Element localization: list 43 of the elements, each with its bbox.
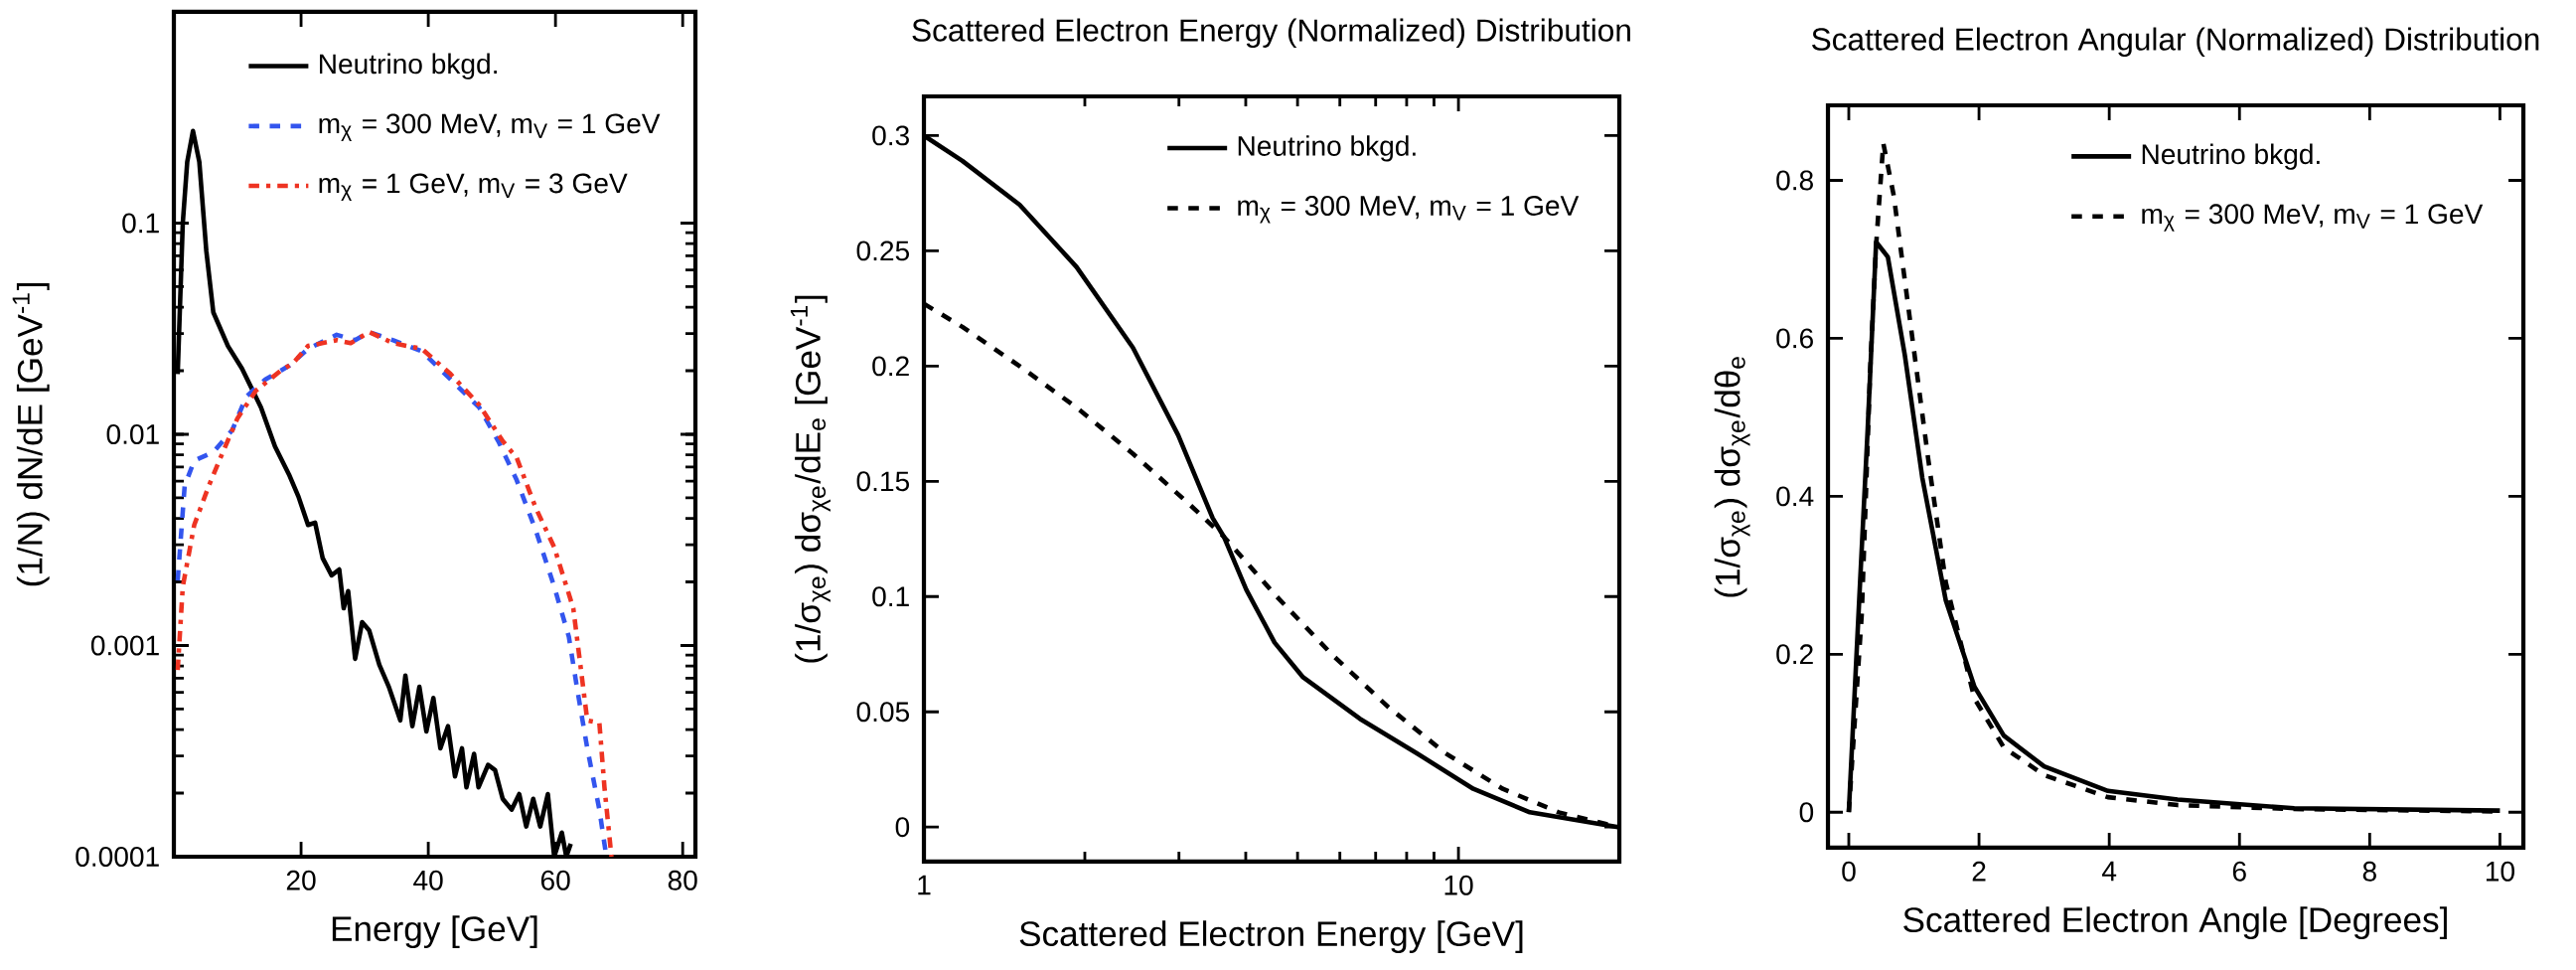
- y-tick-label: 0.1: [122, 213, 159, 234]
- y-tick-label: 0.4: [1776, 486, 1814, 507]
- legend-label: m$_{χ}$ = 1 GeV, m$_{V}$ = 3 GeV: [319, 173, 628, 201]
- x-tick-label: 20: [286, 870, 316, 890]
- y-tick-label: 0.2: [872, 356, 909, 377]
- x-axis-title: Scattered Electron Energy [GeV]: [1019, 920, 1523, 953]
- chart-title: Scattered Electron Angular (Normalized) Distribution: [1812, 27, 2539, 58]
- legend-label: Neutrino bkgd.: [1238, 135, 1416, 162]
- x-axis-title: Scattered Electron Angle [Degrees]: [1903, 906, 2447, 939]
- y-tick-label: 0: [1799, 802, 1814, 823]
- y-axis-title: (1/N) dN/dE [GeV$^{-1}$]: [12, 283, 50, 586]
- x-tick-label: 80: [668, 870, 697, 890]
- x-tick-label: 0: [1842, 861, 1856, 882]
- x-tick-label: 40: [413, 870, 443, 890]
- x-tick-label: 6: [2232, 861, 2246, 882]
- x-tick-label: 10: [2486, 861, 2514, 882]
- y-tick-label: 0.2: [1776, 644, 1813, 665]
- legend-label: Neutrino bkgd.: [2142, 143, 2320, 170]
- legend-label: m$_{χ}$ = 300 MeV, m$_{V}$ = 1 GeV: [319, 113, 661, 141]
- y-tick-label: 0.6: [1776, 328, 1813, 349]
- x-tick-label: 8: [2362, 861, 2376, 882]
- x-axis-title: Energy [GeV]: [332, 915, 537, 949]
- x-tick-label: 60: [540, 870, 570, 890]
- y-tick-label: 0: [895, 817, 910, 838]
- x-tick-label: 10: [1444, 875, 1473, 895]
- y-tick-label: 0.01: [106, 424, 159, 444]
- legend-label: Neutrino bkgd.: [320, 53, 497, 80]
- y-tick-label: 0.8: [1776, 170, 1813, 191]
- x-tick-label: 4: [2102, 861, 2117, 882]
- y-tick-label: 0.0001: [76, 847, 159, 867]
- y-tick-label: 0.25: [856, 241, 909, 261]
- x-tick-label: 1: [918, 875, 931, 895]
- y-tick-label: 0.15: [856, 471, 909, 492]
- chart-title: Scattered Electron Energy (Normalized) Distribution: [912, 18, 1630, 49]
- y-tick-label: 0.1: [872, 586, 909, 607]
- y-axis-title: (1/σ$_{χe}$) dσ$_{χe}$/dθ$_{e}$: [1714, 357, 1750, 597]
- y-tick-label: 0.3: [872, 125, 909, 146]
- x-tick-label: 2: [1972, 861, 1986, 882]
- y-tick-label: 0.001: [90, 635, 159, 656]
- legend-label: m$_{χ}$ = 300 MeV, m$_{V}$ = 1 GeV: [1238, 196, 1580, 224]
- y-tick-label: 0.05: [856, 702, 909, 723]
- text: (1/σ$_{χe}$) dσ$_{χe}$/dE$_{e}$ [GeV$^{-1}$]: [790, 295, 831, 663]
- legend-label: m$_{χ}$ = 300 MeV, m$_{V}$ = 1 GeV: [2142, 204, 2484, 232]
